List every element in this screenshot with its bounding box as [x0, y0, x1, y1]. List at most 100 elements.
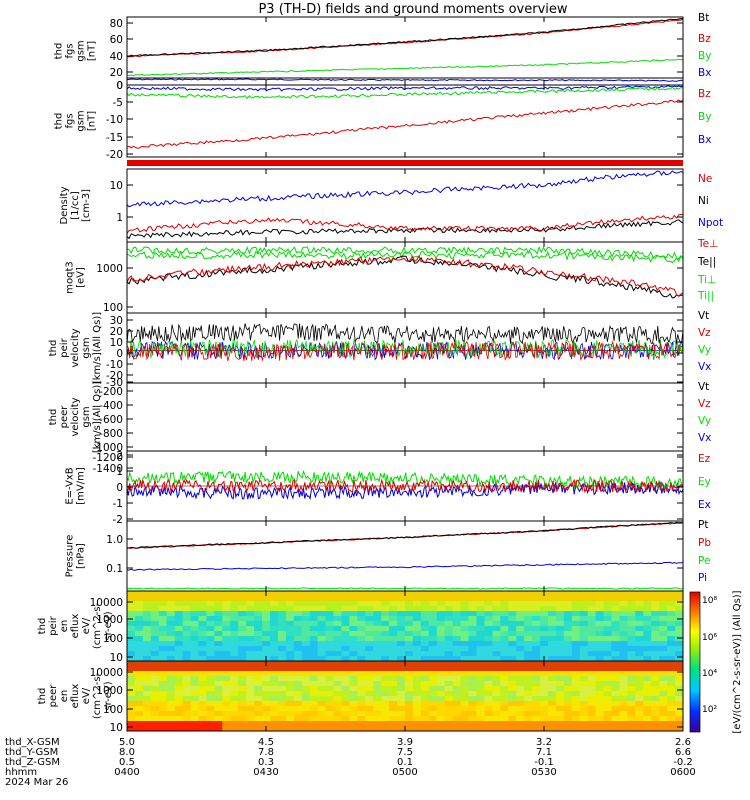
legend-bx: Bx	[698, 134, 711, 146]
legend-ti: Ti||	[697, 290, 714, 302]
legend-ez: Ez	[698, 453, 711, 465]
legend-pt: Pt	[698, 519, 708, 531]
tick-label: 10000	[90, 667, 123, 679]
footer-value: 0.1	[397, 757, 413, 768]
y-axis-label: thd	[37, 618, 48, 635]
tick-label: 60	[110, 34, 123, 46]
y-axis-label: peer	[59, 405, 70, 429]
footer-value: 0530	[531, 767, 556, 778]
footer-value: 0500	[392, 767, 417, 778]
tick-label: 40	[110, 51, 123, 63]
y-axis-label: [km/s](All Qs)]	[92, 312, 103, 384]
legend-vx: Vx	[698, 361, 711, 373]
panel-1-lines	[127, 18, 683, 82]
legend-vt: Vt	[698, 310, 709, 322]
tick-label: -10	[106, 114, 123, 126]
y-axis-label: E=-VxB	[65, 467, 76, 504]
tick-label: -15	[106, 132, 123, 144]
y-axis-label: sr-eV)	[103, 681, 114, 710]
y-axis-label: moqt3	[65, 261, 76, 294]
y-axis-label: peir	[59, 337, 70, 357]
tick-label: -200	[99, 386, 123, 398]
y-axis-label: thd	[54, 43, 65, 60]
tick-label: 10	[110, 722, 123, 734]
tick-label: -10	[106, 359, 123, 371]
footer-value: 2.6	[675, 737, 691, 748]
tick-label: -800	[99, 428, 123, 440]
colorbar-tick-label: 10⁶	[702, 633, 717, 643]
y-axis-label: eflux	[70, 614, 81, 639]
legend-vx: Vx	[698, 432, 711, 444]
y-axis-label: [nPa]	[76, 543, 87, 569]
legend-vy: Vy	[698, 415, 711, 427]
footer-value: 0.3	[258, 757, 274, 768]
tick-label: 100	[103, 302, 123, 314]
tick-label: -1000	[92, 442, 123, 454]
footer-value: 0430	[253, 767, 278, 778]
panel-4: 1000 100 moqt3 [eV] Te⊥ Te|| Ti⊥ Ti||	[65, 238, 719, 314]
y-axis-label: thd	[54, 113, 65, 130]
footer-value: 3.9	[397, 737, 413, 748]
y-axis-label: gsm	[76, 110, 87, 131]
panel-3: 10 1 Density [1/cc] [cm-3] Ne Ni Npot	[59, 168, 723, 243]
panel-8-lines	[127, 521, 683, 590]
footer-row-label: thd_X-GSM	[5, 737, 60, 748]
tick-label: -20	[106, 149, 123, 161]
legend-vz: Vz	[698, 398, 711, 410]
plot-title: P3 (TH-D) fields and ground moments over…	[258, 2, 567, 17]
series-pt-line	[127, 521, 683, 549]
footer-row-label: thd_Z-GSM	[5, 757, 60, 768]
spectrogram-1	[127, 591, 683, 661]
panel-8: 1.0 0.1 Pressure [nPa] Pt Pb Pe Pi	[65, 519, 711, 592]
footer-value: 5.0	[119, 737, 135, 748]
y-axis-label: en	[59, 690, 70, 703]
colorbar	[689, 591, 701, 733]
footer-value: -0.1	[534, 757, 554, 768]
series-by-line	[127, 86, 683, 100]
y-axis-label: eV/	[81, 687, 92, 704]
tick-label: -600	[99, 414, 123, 426]
legend-pb: Pb	[698, 537, 711, 549]
legend-ex: Ex	[698, 499, 711, 511]
colorbar-tick-label: 10⁴	[702, 669, 717, 679]
colorbar-tick-label: 10⁸	[702, 596, 717, 606]
panel-1: 80 60 40 200 thd fgs gsm [nT] Bt Bz By Bx	[54, 12, 712, 92]
tick-label: -5	[113, 97, 123, 109]
panel-9: 10000 1000 100 10 thd peir en eflux eV/(cm^2-s-s…	[37, 590, 684, 664]
legend-ni: Ni	[698, 195, 709, 207]
y-axis-label: fgs	[65, 113, 76, 128]
series-npot-line	[127, 170, 683, 208]
tick-label: 0.1	[106, 563, 123, 575]
tick-label: -2	[113, 514, 123, 526]
panel-frame	[126, 382, 684, 452]
y-axis-label: thd	[48, 340, 59, 357]
footer-value: 0600	[670, 767, 695, 778]
tick-label: 80	[110, 18, 123, 30]
tick-label: -30	[106, 377, 123, 389]
panel-10: 10000 1000 100 10 thd peer en eflux eV/(cm^2-s-s…	[37, 660, 684, 734]
series-ni-line	[127, 219, 683, 240]
legend-npot: Npot	[698, 217, 723, 229]
legend-by: By	[698, 111, 711, 123]
y-axis-label: eflux	[70, 684, 81, 709]
y-axis-label: gsm	[76, 40, 87, 61]
legend-ne: Ne	[698, 173, 712, 185]
y-axis-label: gsm	[81, 406, 92, 427]
separator-bar	[127, 160, 683, 166]
tick-label: -20	[106, 370, 123, 382]
tick-label: 1000	[96, 614, 123, 626]
y-axis-label: [nT]	[87, 41, 98, 61]
tick-label: 1.0	[106, 534, 123, 546]
footer-row-label: hhmm	[5, 767, 37, 778]
tick-label: 30	[110, 315, 123, 327]
series-vz-line	[127, 340, 683, 362]
legend-bt: Bt	[698, 12, 709, 24]
tick-label: 0	[116, 348, 123, 360]
series-ne-line	[127, 213, 683, 234]
legend-bx: Bx	[698, 67, 711, 79]
tick-label: -400	[99, 400, 123, 412]
footer-value: 0400	[114, 767, 139, 778]
footer-row-label: thd_Y-GSM	[5, 747, 58, 758]
colorbar-tick-label: 10²	[702, 705, 717, 715]
